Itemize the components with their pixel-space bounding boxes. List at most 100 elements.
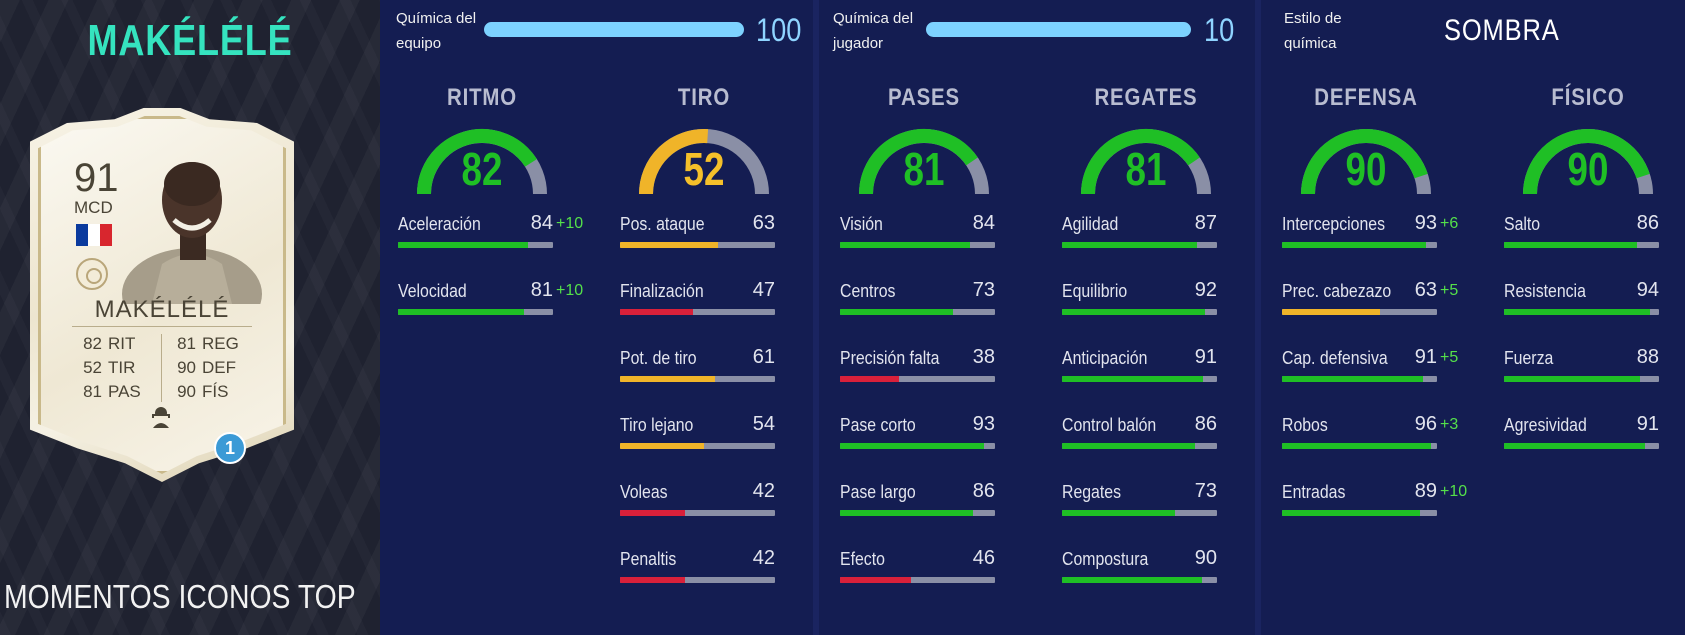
- attribute-bar-fill: [398, 309, 524, 315]
- attribute-value: 91: [1414, 346, 1437, 368]
- attribute-label: Equilibrio: [1062, 281, 1128, 301]
- attribute-value: 86: [972, 480, 995, 502]
- attribute-bar: [1062, 510, 1217, 516]
- player-panel: MAKÉLÉLÉ 91 MCD MAKÉLÉLÉ 82 RIT 52 TIR: [0, 0, 380, 635]
- attribute-bar-fill: [1282, 510, 1420, 516]
- attribute-chemistry-boost: +5: [1440, 282, 1459, 299]
- attribute-label: Precisión falta: [840, 348, 940, 368]
- player-card[interactable]: 91 MCD MAKÉLÉLÉ 82 RIT 52 TIR 81 PAS: [30, 108, 294, 482]
- attribute-bar-fill: [1282, 376, 1424, 382]
- attribute-bar-fill: [398, 242, 529, 248]
- shadow-chemistry-style-icon: [152, 407, 170, 428]
- attribute-label: Intercepciones: [1282, 214, 1386, 234]
- attribute-value: 90: [1194, 547, 1217, 569]
- attribute-value: 91: [1636, 413, 1659, 435]
- attribute-bar-fill: [1504, 309, 1650, 315]
- player-chemistry-label: Química del jugador: [833, 10, 914, 52]
- attribute-bar-fill: [840, 309, 954, 315]
- attribute-value: 42: [752, 480, 775, 502]
- attribute-label: Resistencia: [1504, 281, 1586, 301]
- category-rating: 81: [1125, 143, 1167, 195]
- attribute-label: Centros: [840, 281, 896, 301]
- attribute-label: Salto: [1504, 214, 1541, 234]
- attribute-bar: [840, 376, 995, 382]
- category-title: PASES: [888, 84, 960, 111]
- attribute-bar-fill: [1062, 443, 1196, 449]
- attribute-label: Efecto: [840, 549, 885, 569]
- attribute-bar: [398, 309, 553, 315]
- attribute-value: 42: [752, 547, 775, 569]
- category-gauge: [1523, 129, 1653, 195]
- attribute-bar: [620, 376, 775, 382]
- attribute-value: 63: [1414, 279, 1437, 301]
- chemistry-badge: 1: [214, 432, 246, 464]
- attribute-label: Robos: [1282, 415, 1328, 435]
- attribute-label: Aceleración: [398, 214, 481, 234]
- chemistry-style-value: SOMBRA: [1444, 14, 1560, 47]
- attribute-value: 93: [972, 413, 995, 435]
- attribute-label: Regates: [1062, 482, 1122, 502]
- attribute-label: Control balón: [1062, 415, 1157, 435]
- gauge-fill: [1523, 129, 1650, 195]
- attribute-bar: [1062, 376, 1217, 382]
- attribute-bar-fill: [1504, 376, 1641, 382]
- attribute-value: 46: [972, 547, 995, 569]
- attribute-chemistry-boost: +5: [1440, 349, 1459, 366]
- attribute-value: 93: [1414, 212, 1437, 234]
- attribute-chemistry-boost: +10: [1440, 483, 1468, 500]
- gauge-fill: [1301, 129, 1428, 195]
- attribute-bar-fill: [1282, 242, 1427, 248]
- attribute-bar: [840, 242, 995, 248]
- flag-stripe: [88, 224, 100, 246]
- attribute-value: 47: [752, 279, 775, 301]
- attribute-label: Fuerza: [1504, 348, 1554, 368]
- attribute-bar-fill: [620, 309, 693, 315]
- attribute-label: Visión: [840, 214, 883, 234]
- attribute-bar: [1062, 242, 1217, 248]
- attribute-value: 63: [752, 212, 775, 234]
- card-position: MCD: [74, 198, 113, 217]
- france-flag-icon: [76, 224, 112, 246]
- attribute-bar: [620, 309, 775, 315]
- card-stat-shooting: 52 TIR: [83, 358, 136, 377]
- team-chemistry-label: Química del equipo: [396, 10, 477, 52]
- attribute-bar: [1282, 309, 1437, 315]
- category-rating: 81: [903, 143, 945, 195]
- attribute-bar-fill: [1062, 510, 1176, 516]
- attribute-label: Anticipación: [1062, 348, 1148, 368]
- attribute-bar: [840, 510, 995, 516]
- attribute-value: 86: [1194, 413, 1217, 435]
- attribute-value: 81: [530, 279, 553, 301]
- category-gauge: [639, 129, 769, 195]
- attribute-chemistry-boost: +3: [1440, 416, 1459, 433]
- attribute-label: Prec. cabezazo: [1282, 281, 1392, 301]
- attribute-bar-fill: [1282, 309, 1380, 315]
- attribute-value: 88: [1636, 346, 1659, 368]
- card-stat-pace: 82 RIT: [83, 334, 136, 353]
- card-stat-defending: 90 DEF: [177, 358, 236, 377]
- attribute-bar-fill: [1062, 309, 1205, 315]
- gauge-fill: [639, 129, 709, 195]
- attribute-bar-fill: [1062, 376, 1204, 382]
- player-chemistry-value: 10: [1204, 12, 1235, 48]
- flag-stripe: [76, 224, 88, 246]
- category-rating: 90: [1345, 143, 1387, 195]
- stats-panel: Química del equipo 100 Química del jugad…: [380, 0, 1685, 635]
- team-chemistry-bar: [484, 22, 744, 37]
- attribute-label: Voleas: [620, 482, 668, 502]
- attribute-label: Agilidad: [1062, 214, 1119, 234]
- category-title: DEFENSA: [1314, 84, 1418, 111]
- attribute-bar: [1062, 443, 1217, 449]
- attribute-label: Finalización: [620, 281, 704, 301]
- category-gauge: [417, 129, 547, 195]
- attribute-bar-fill: [840, 242, 971, 248]
- attribute-label: Tiro lejano: [620, 415, 694, 435]
- attribute-label: Pase largo: [840, 482, 916, 502]
- attribute-bar: [840, 443, 995, 449]
- category-title: TIRO: [677, 84, 731, 111]
- attribute-bar-fill: [840, 577, 912, 583]
- attribute-bar: [1504, 309, 1659, 315]
- column-divider: [813, 0, 819, 635]
- attribute-bar-fill: [840, 443, 985, 449]
- gauge-fill: [859, 129, 978, 195]
